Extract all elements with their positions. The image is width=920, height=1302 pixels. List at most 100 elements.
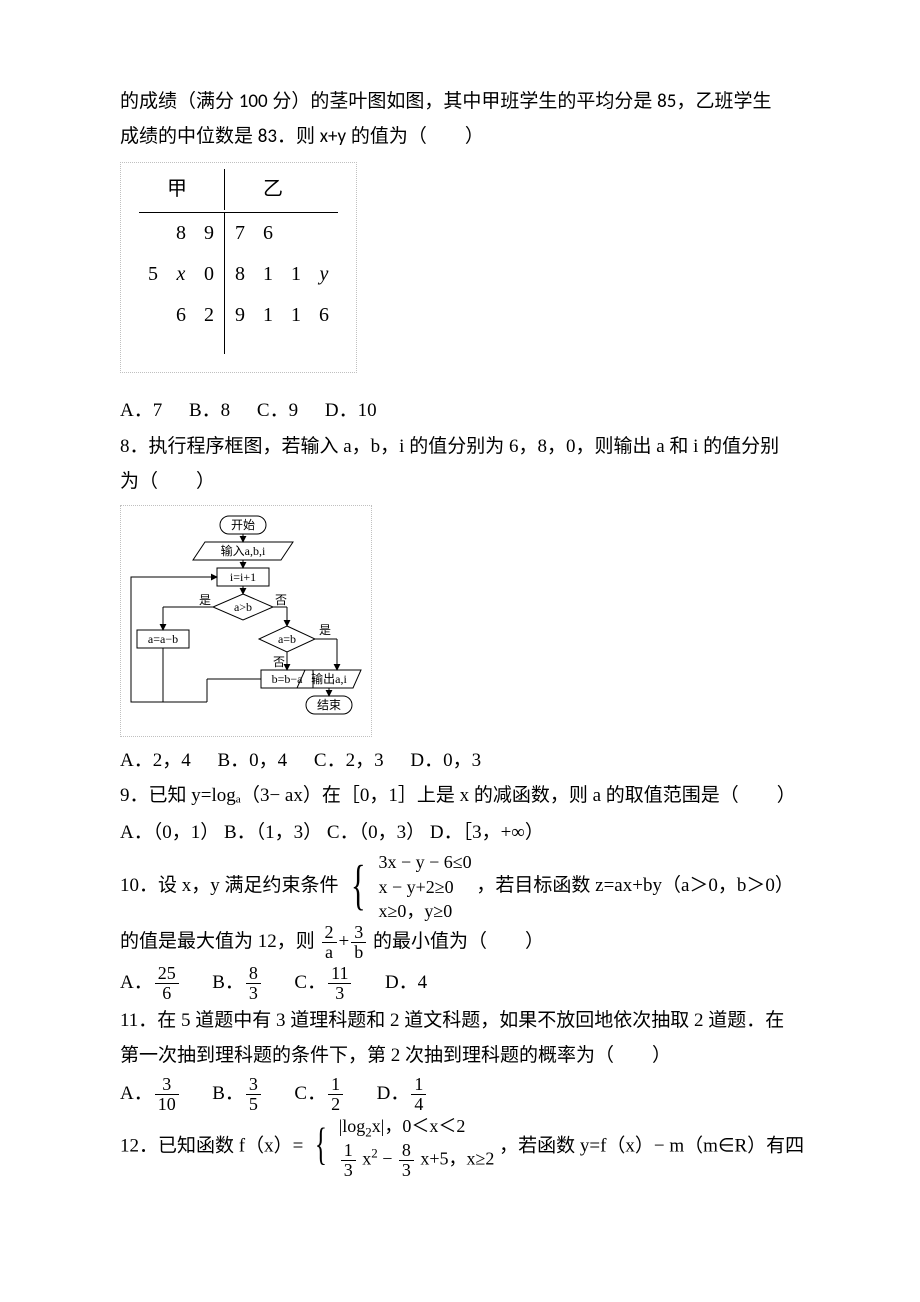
fraction: 83 xyxy=(399,1141,414,1180)
piecewise-cases: { |log2x|，0＜x＜2 13 x2 − 83 x+5，x≥2 xyxy=(310,1114,494,1180)
text: x xyxy=(362,1149,371,1169)
option-b: B． xyxy=(212,1083,244,1104)
option-d: D．0，3 xyxy=(410,750,481,771)
flow-yes2: 是 xyxy=(319,623,331,637)
stem-row: 6 2 9 1 1 6 xyxy=(139,295,338,336)
lead: 12．已知函数 f（x）= xyxy=(120,1135,303,1156)
numerator: 3 xyxy=(246,1075,261,1095)
q7-stem-line1: 的成绩（满分 100 分）的茎叶图如图，其中甲班学生的平均分是 85，乙班学生 xyxy=(120,84,848,119)
numerator: 1 xyxy=(411,1075,426,1095)
brace-icon: { xyxy=(351,865,366,905)
denominator: 10 xyxy=(155,1095,179,1114)
denominator: 3 xyxy=(328,984,351,1003)
q10-line1: 10．设 x，y 满足约束条件 { 3x − y − 6≤0 x − y+2≥0… xyxy=(120,850,848,923)
flow-start: 开始 xyxy=(231,518,255,532)
leaf-cell xyxy=(282,213,310,255)
tail: ，若目标函数 z=ax+by（a＞0，b＞0） xyxy=(476,875,793,896)
text: 成绩的中位数是 xyxy=(120,126,258,147)
leaf-cell: 9 xyxy=(195,213,225,255)
leaf-cell: 2 xyxy=(195,295,225,336)
text: 的最小值为（ ） xyxy=(373,931,544,952)
case-row: |log2x|，0＜x＜2 xyxy=(339,1114,495,1141)
numerator: 11 xyxy=(328,964,351,984)
leaf-cell xyxy=(310,213,338,255)
fraction: 14 xyxy=(411,1075,426,1114)
flow-yes: 是 xyxy=(199,593,211,607)
text: 在［0，1］上是 x 的减函数，则 a 的取值范围是（ ） xyxy=(322,785,796,806)
constraint-cases: { 3x − y − 6≤0 x − y+2≥0 x≥0，y≥0 xyxy=(345,850,471,923)
denominator: 5 xyxy=(246,1095,261,1114)
lead: 10．设 x，y 满足约束条件 xyxy=(120,875,339,896)
leaf-cell xyxy=(139,213,167,255)
denominator: 4 xyxy=(411,1095,426,1114)
q12-line: 12．已知函数 f（x）= { |log2x|，0＜x＜2 13 x2 − 83… xyxy=(120,1114,848,1180)
tail: ，若函数 y=f（x）− m（m∈R）有四 xyxy=(499,1135,804,1156)
num: 83 xyxy=(258,125,277,148)
superscript: 2 xyxy=(371,1146,378,1161)
pad xyxy=(139,336,225,354)
flow-end: 结束 xyxy=(317,698,341,712)
q10-options: A．256 B．83 C．113 D．4 xyxy=(120,964,848,1003)
fraction: 12 xyxy=(328,1075,343,1114)
pad xyxy=(225,336,339,354)
header-right: 乙 xyxy=(254,169,338,210)
option-c: C．（0，3） xyxy=(327,822,425,843)
leaf-cell: 1 xyxy=(254,295,282,336)
fraction: 35 xyxy=(246,1075,261,1114)
brace-icon: { xyxy=(315,1128,327,1161)
q9-stem: 9．已知 y=logₐ（3− ax）在［0，1］上是 x 的减函数，则 a 的取… xyxy=(120,778,848,813)
leaf-cell: 1 xyxy=(282,254,310,295)
option-a: A．2，4 xyxy=(120,750,191,771)
flow-sub-a: a=a−b xyxy=(148,632,178,646)
flow-inc: i=i+1 xyxy=(230,570,256,584)
option-d: D．［3，+∞） xyxy=(430,822,544,843)
header-left: 甲 xyxy=(139,169,225,210)
text: 的值为（ ） xyxy=(346,126,484,147)
q9-options: A．（0，1） B．（1，3） C．（0，3） D．［3，+∞） xyxy=(120,815,848,850)
option-d: D． xyxy=(377,1083,410,1104)
flow-out: 输出a,i xyxy=(311,671,347,686)
q8-options: A．2，4 B．0，4 C．2，3 D．0，3 xyxy=(120,743,848,778)
denominator: 3 xyxy=(399,1161,414,1180)
flow-eq: a=b xyxy=(278,632,296,646)
stem-cell: 9 xyxy=(225,295,255,336)
option-a: A．7 xyxy=(120,400,162,421)
option-b: B．（1，3） xyxy=(224,822,322,843)
numerator: 1 xyxy=(328,1075,343,1095)
text: x+5，x≥2 xyxy=(420,1149,494,1169)
num: 100 xyxy=(239,90,268,113)
numerator: 3 xyxy=(155,1075,179,1095)
text: 9．已知 xyxy=(120,785,191,806)
denominator: 3 xyxy=(246,984,261,1003)
option-d: D．4 xyxy=(385,972,427,993)
leaf-cell: 6 xyxy=(254,213,282,255)
denominator: 3 xyxy=(341,1161,356,1180)
flowchart-svg: 开始 输入a,b,i i=i+1 a>b 是 a=a−b 否 xyxy=(127,512,365,718)
numerator: 3 xyxy=(351,923,366,943)
leaf-cell: 1 xyxy=(254,254,282,295)
stem-leaf-plot: 甲 乙 8 9 7 6 5 x 0 8 1 1 y 6 2 xyxy=(120,162,357,373)
leaf-cell: 6 xyxy=(167,295,195,336)
q7-options: A．7 B．8 C．9 D．10 xyxy=(120,393,848,428)
flow-no: 否 xyxy=(275,593,287,607)
text: |log xyxy=(339,1116,366,1136)
numerator: 1 xyxy=(341,1141,356,1161)
stem-row: 8 9 7 6 xyxy=(139,213,338,255)
denominator: 2 xyxy=(328,1095,343,1114)
fraction: 3 b xyxy=(351,923,366,962)
header-spacer xyxy=(225,169,255,210)
q11-line1: 11．在 5 道题中有 3 道理科题和 2 道文科题，如果不放回地依次抽取 2 … xyxy=(120,1003,848,1038)
text: ．则 xyxy=(277,126,320,147)
num: 85 xyxy=(657,90,676,113)
leaf-cell: 0 xyxy=(195,254,225,295)
text: 的值是最大值为 12，则 xyxy=(120,931,315,952)
text: ，乙班学生 xyxy=(676,91,771,112)
option-c: C．2，3 xyxy=(314,750,384,771)
case-row: 13 x2 − 83 x+5，x≥2 xyxy=(339,1141,495,1180)
fraction: 310 xyxy=(155,1075,179,1114)
numerator: 8 xyxy=(399,1141,414,1161)
fraction: 113 xyxy=(328,964,351,1003)
q7-stem-line2: 成绩的中位数是 83．则 x+y 的值为（ ） xyxy=(120,119,848,154)
expr: y=logₐ（3− ax） xyxy=(191,785,322,806)
flow-cmp: a>b xyxy=(234,600,252,614)
